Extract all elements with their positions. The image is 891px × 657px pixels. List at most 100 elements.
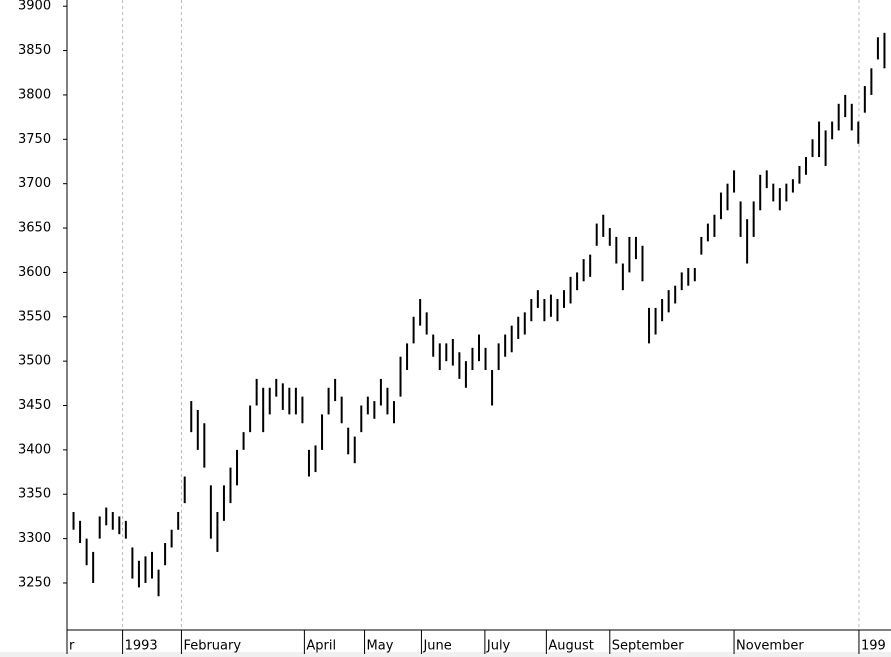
price-bar (536, 290, 539, 308)
price-bar (458, 352, 461, 379)
price-bar (353, 436, 356, 464)
price-bar (549, 294, 552, 317)
price-bar (229, 467, 232, 504)
price-bar (275, 378, 278, 397)
price-bar (190, 401, 193, 433)
price-bar (576, 272, 579, 291)
price-bar (366, 396, 369, 415)
price-bar (327, 387, 330, 415)
price-bar (831, 121, 834, 140)
price-bar (451, 338, 454, 366)
price-bar (752, 201, 755, 237)
y-tick-label: 3650 (18, 221, 51, 236)
x-tick-label: May (367, 639, 394, 654)
price-bar (216, 511, 219, 552)
x-tick-label: July (486, 639, 511, 654)
price-bar (693, 267, 696, 282)
price-bar (811, 139, 814, 158)
price-bar (602, 214, 605, 237)
price-bar (844, 94, 847, 118)
price-bar (281, 383, 284, 410)
price-bar (157, 569, 160, 597)
price-bar (517, 316, 520, 339)
y-tick-label: 3800 (18, 87, 51, 102)
price-bar (406, 343, 409, 371)
price-bar (680, 272, 683, 291)
price-bar (334, 378, 337, 402)
price-bar (419, 299, 422, 326)
price-bar (497, 343, 500, 371)
price-bar (837, 103, 840, 131)
price-bar (471, 347, 474, 371)
price-bar (79, 520, 82, 544)
price-bar (262, 387, 265, 433)
price-bar (307, 449, 310, 477)
x-tick-label: 199 (861, 639, 886, 654)
price-bar (425, 312, 428, 335)
price-bar (706, 223, 709, 242)
x-tick-label: 1993 (125, 639, 158, 654)
y-tick-label: 3550 (18, 309, 51, 324)
price-bar (726, 183, 729, 211)
price-bar (268, 387, 271, 415)
bottom-strip (0, 652, 891, 657)
price-bar (203, 423, 206, 468)
price-bar (661, 299, 664, 322)
price-bar (222, 485, 225, 521)
price-bar (321, 414, 324, 450)
price-bar (105, 507, 108, 526)
price-bar (288, 387, 291, 415)
price-bar (674, 285, 677, 304)
price-bar (857, 121, 860, 144)
x-tick-label: November (736, 639, 804, 654)
price-bar (667, 290, 670, 313)
price-bar (641, 245, 644, 282)
y-tick-label: 3900 (18, 0, 51, 14)
price-bar (621, 263, 624, 291)
price-bar (733, 170, 736, 193)
price-bar (746, 219, 749, 264)
price-bar (445, 343, 448, 362)
y-tick-label: 3500 (18, 354, 51, 369)
price-bar (360, 405, 363, 433)
price-bar (347, 427, 350, 455)
price-bar (530, 299, 533, 322)
y-tick-label: 3350 (18, 487, 51, 502)
price-bar (504, 334, 507, 357)
price-bar (72, 511, 75, 530)
price-bar (700, 236, 703, 255)
price-bar (765, 170, 768, 189)
price-bar (556, 299, 559, 322)
price-bar (595, 223, 598, 246)
x-tick-label: April (306, 639, 336, 654)
price-bar (582, 259, 585, 282)
price-bar (438, 343, 441, 371)
price-bar (739, 201, 742, 237)
price-bar (151, 551, 154, 579)
price-bar (719, 192, 722, 220)
price-bar (523, 312, 526, 335)
price-bar (648, 307, 651, 344)
price-bar (569, 276, 572, 304)
x-tick-label: r (69, 639, 75, 654)
y-tick-label: 3450 (18, 398, 51, 413)
price-bar (196, 409, 199, 450)
price-bar (634, 236, 637, 260)
y-tick-label: 3750 (18, 132, 51, 147)
price-bar (340, 396, 343, 424)
price-bar (164, 543, 167, 566)
y-tick-label: 3850 (18, 43, 51, 58)
price-bar (314, 445, 317, 473)
price-bar (876, 37, 879, 60)
price-bar (242, 432, 245, 450)
price-bar (294, 387, 297, 415)
price-bar (177, 511, 180, 530)
price-bar (386, 387, 389, 415)
price-bar (484, 347, 487, 371)
price-bar (399, 356, 402, 397)
price-bar (759, 174, 762, 211)
price-bar (563, 290, 566, 308)
